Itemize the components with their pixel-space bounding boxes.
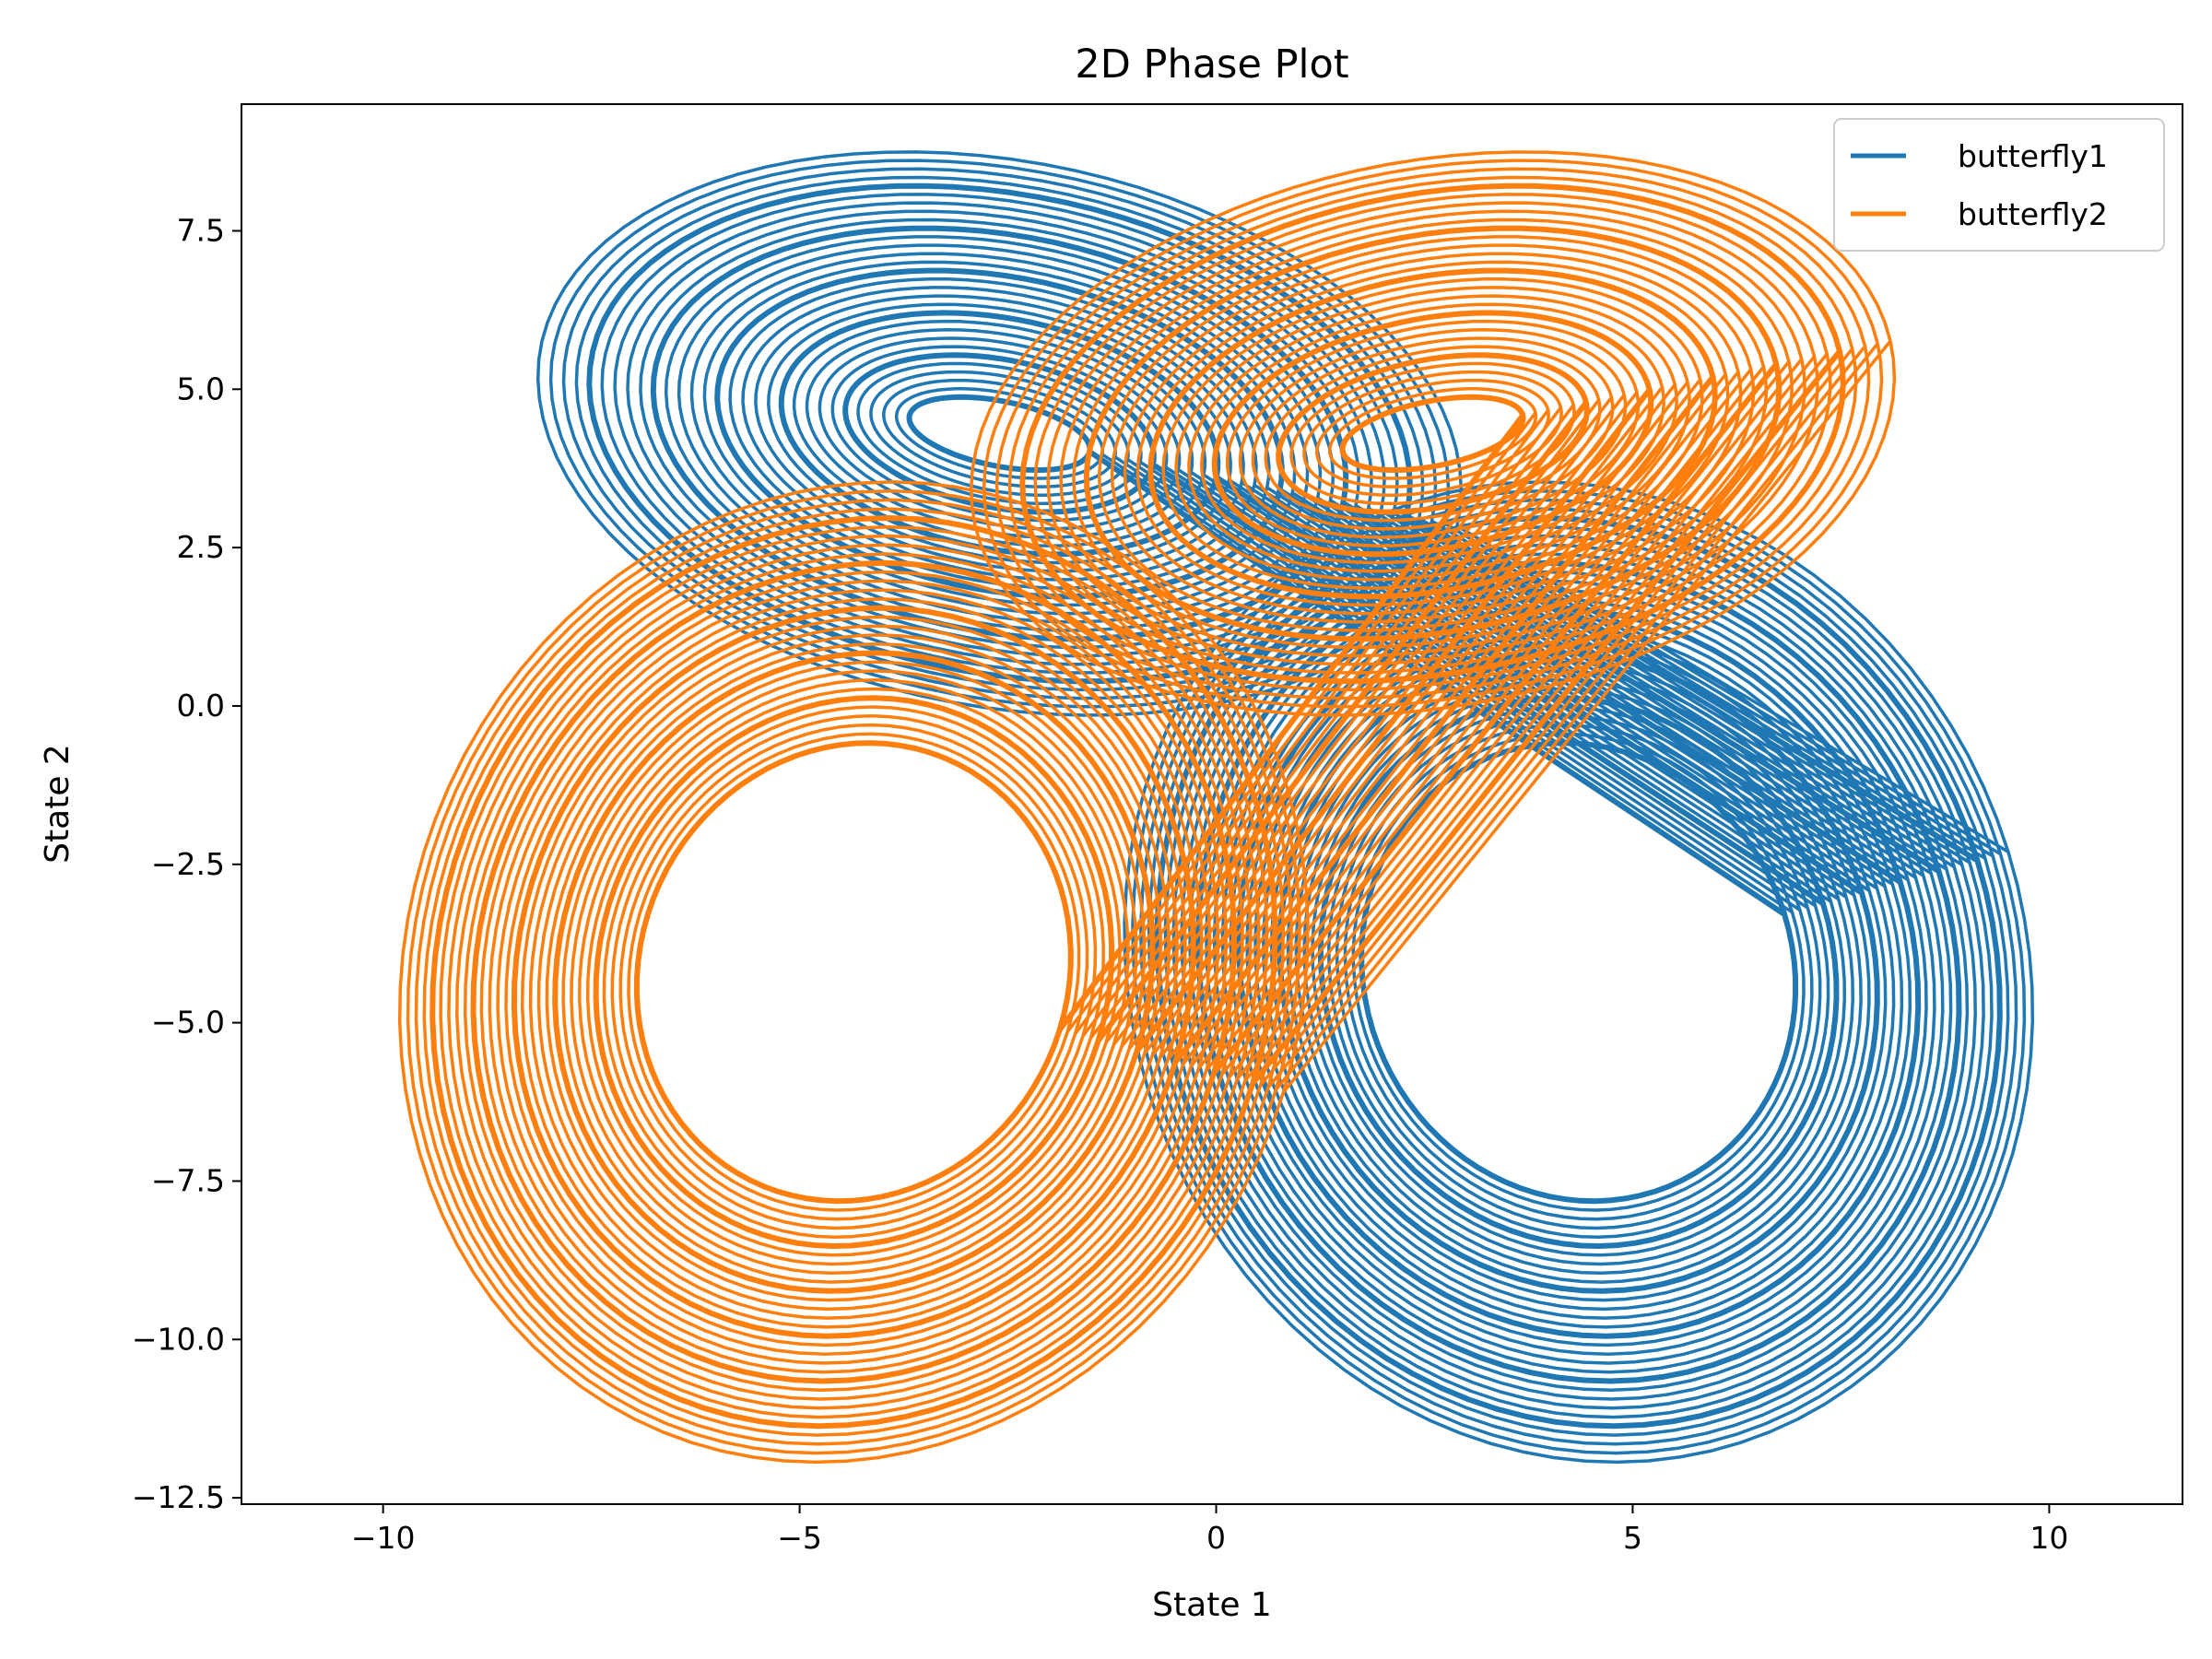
butterfly2-trajectory-loop (504, 260, 1730, 1347)
y-tick-label: −10.0 (132, 1321, 225, 1357)
y-axis-ticks: −12.5 −10.0 −7.5 −5.0 −2.5 0.0 2.5 5.0 7.5 (132, 212, 241, 1515)
x-tick-label: −10 (351, 1520, 416, 1556)
y-tick-label: 7.5 (177, 212, 225, 248)
x-axis-ticks: −10 −5 0 5 10 (351, 1504, 2068, 1556)
chart-title: 2D Phase Plot (1075, 41, 1348, 88)
plot-lines (397, 150, 2035, 1465)
butterfly2-trajectory-loop (561, 319, 1641, 1284)
butterfly2-trajectory-loop (545, 302, 1665, 1302)
butterfly1-trajectory-loop (561, 167, 2018, 1446)
butterfly2-trajectory-loop (479, 235, 1769, 1374)
butterfly2-trajectory-loop (552, 310, 1654, 1294)
butterfly2-trajectory-loop (455, 209, 1806, 1401)
series-butterfly2 (397, 150, 1897, 1465)
butterfly2-trajectory-loop (447, 201, 1819, 1410)
butterfly2-trajectory-loop (511, 267, 1718, 1339)
y-tick-label: −12.5 (132, 1479, 225, 1515)
butterfly2-trajectory-loop (528, 286, 1691, 1320)
butterfly2-trajectory-loop (610, 370, 1563, 1230)
butterfly2-trajectory-loop (488, 243, 1756, 1365)
y-tick-label: 5.0 (177, 371, 225, 406)
x-tick-label: 5 (1623, 1520, 1642, 1556)
y-tick-label: −5.0 (151, 1005, 225, 1041)
butterfly2-trajectory-loop (627, 387, 1538, 1212)
butterfly2-trajectory-loop (570, 328, 1628, 1276)
butterfly2-trajectory-loop (463, 218, 1794, 1393)
butterfly2-trajectory-loop (470, 225, 1783, 1384)
butterfly2-trajectory-loop (397, 150, 1897, 1465)
butterfly1-trajectory-loop (830, 345, 1847, 1257)
x-axis-label: State 1 (1152, 1586, 1272, 1624)
butterfly2-trajectory-loop (422, 175, 1858, 1437)
butterfly2-trajectory-loop (602, 361, 1576, 1239)
butterfly2-trajectory-loop (414, 167, 1871, 1446)
y-tick-label: −7.5 (151, 1162, 225, 1198)
legend-label-butterfly2: butterfly2 (1958, 196, 2108, 232)
butterfly2-trajectory-loop (618, 378, 1550, 1221)
butterfly2-trajectory-loop (406, 159, 1884, 1455)
x-tick-label: 0 (1206, 1520, 1226, 1556)
axes-frame (241, 103, 2183, 1505)
butterfly2-trajectory-loop (496, 252, 1743, 1356)
butterfly2-trajectory-loop (585, 345, 1602, 1257)
butterfly2-trajectory-loop (593, 352, 1590, 1249)
y-axis-label: State 2 (39, 744, 76, 864)
butterfly2-trajectory-loop (633, 394, 1526, 1205)
y-tick-label: −2.5 (151, 846, 225, 882)
legend-label-butterfly1: butterfly1 (1958, 138, 2108, 174)
butterfly1-trajectory-loop (574, 175, 2010, 1437)
butterfly2-trajectory-loop (536, 294, 1678, 1312)
butterfly2-trajectory-loop (578, 336, 1615, 1266)
legend: butterfly1 butterfly2 (1833, 118, 2165, 252)
legend-box (1833, 118, 2165, 252)
y-tick-label: 0.0 (177, 688, 225, 724)
butterfly2-trajectory-loop (520, 277, 1704, 1329)
x-tick-label: 10 (2030, 1520, 2068, 1556)
butterfly2-trajectory-loop (439, 193, 1832, 1419)
butterfly2-trajectory-loop (429, 182, 1846, 1430)
x-tick-label: −5 (777, 1520, 822, 1556)
y-tick-label: 2.5 (177, 529, 225, 565)
